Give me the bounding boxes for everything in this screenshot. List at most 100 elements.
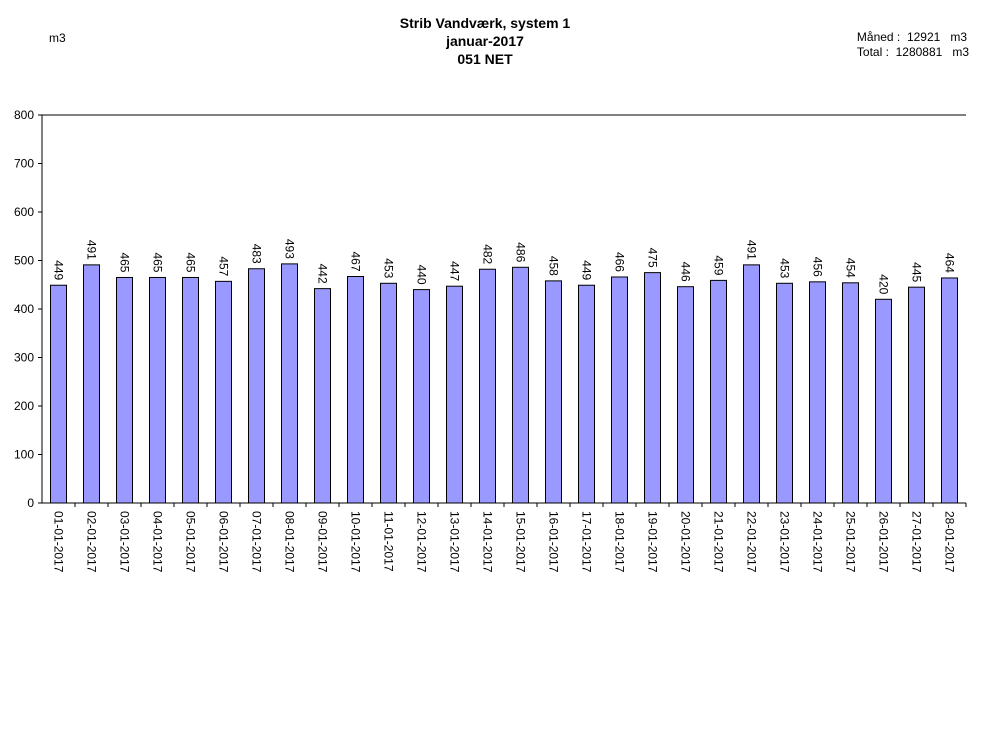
data-label: 457 (217, 256, 231, 276)
data-label: 465 (184, 252, 198, 272)
data-label: 420 (877, 274, 891, 294)
bar (512, 266, 529, 504)
y-axis: 0 100 200 300 400 500 600 700 800 (14, 108, 966, 510)
y-tick-label: 500 (14, 254, 34, 268)
y-tick-label: 0 (27, 496, 34, 510)
data-label: 456 (811, 257, 825, 277)
data-label: 458 (547, 256, 561, 276)
data-label: 449 (52, 260, 66, 280)
bar (281, 263, 298, 504)
x-tick-label: 23-01-2017 (778, 511, 792, 573)
bar (347, 276, 364, 504)
data-label: 464 (943, 253, 957, 273)
x-tick-label: 24-01-2017 (811, 511, 825, 573)
bar (545, 280, 562, 504)
bar (182, 276, 199, 504)
x-tick-label: 17-01-2017 (580, 511, 594, 573)
data-label: 445 (910, 262, 924, 282)
bar (248, 268, 265, 504)
x-tick-label: 04-01-2017 (151, 511, 165, 573)
bar (578, 284, 595, 504)
x-tick-label: 20-01-2017 (679, 511, 693, 573)
x-tick-label: 26-01-2017 (877, 511, 891, 573)
bar (743, 264, 760, 504)
x-tick-label: 15-01-2017 (514, 511, 528, 573)
x-tick-label: 25-01-2017 (844, 511, 858, 573)
data-label: 491 (745, 240, 759, 260)
x-tick-label: 22-01-2017 (745, 511, 759, 573)
data-label: 442 (316, 264, 330, 284)
bar (776, 282, 793, 504)
x-tick-label: 06-01-2017 (217, 511, 231, 573)
grand-total-row: Total : 1280881 m3 (857, 45, 969, 60)
bar (149, 276, 166, 504)
bar (83, 264, 100, 504)
bar (842, 282, 859, 504)
data-label: 453 (778, 258, 792, 278)
data-label: 482 (481, 244, 495, 264)
data-label: 440 (415, 265, 429, 285)
x-tick-label: 08-01-2017 (283, 511, 297, 573)
x-tick-label: 14-01-2017 (481, 511, 495, 573)
y-tick-label: 100 (14, 448, 34, 462)
bar (875, 298, 892, 504)
data-label: 467 (349, 251, 363, 271)
x-tick-label: 10-01-2017 (349, 511, 363, 573)
total-unit: m3 (952, 45, 969, 59)
data-label: 453 (382, 258, 396, 278)
data-label: 447 (448, 261, 462, 281)
month-total-row: Måned : 12921 m3 (857, 30, 969, 45)
y-tick-label: 200 (14, 399, 34, 413)
bar (314, 288, 331, 504)
x-tick-label: 18-01-2017 (613, 511, 627, 573)
bar (215, 280, 232, 504)
data-label: 449 (580, 260, 594, 280)
bar (908, 286, 925, 504)
chart-title: Strib Vandværk, system 1 (399, 15, 571, 31)
y-tick-label: 700 (14, 157, 34, 171)
x-tick-label: 05-01-2017 (184, 511, 198, 573)
data-label: 491 (85, 240, 99, 260)
summary-box: Måned : 12921 m3 Total : 1280881 m3 (857, 30, 969, 60)
chart-subtitle-month: januar-2017 (446, 33, 524, 49)
x-tick-label: 27-01-2017 (910, 511, 924, 573)
x-tick-label: 28-01-2017 (943, 511, 957, 573)
bar (479, 268, 496, 504)
y-tick-label: 800 (14, 108, 34, 122)
y-tick-label: 300 (14, 351, 34, 365)
data-label: 483 (250, 244, 264, 264)
x-tick-label: 19-01-2017 (646, 511, 660, 573)
month-label: Måned : (856, 30, 901, 44)
data-label: 465 (118, 252, 132, 272)
y-tick-label: 400 (14, 302, 34, 316)
x-tick-label: 21-01-2017 (712, 511, 726, 573)
data-label: 466 (613, 252, 627, 272)
bar (116, 276, 133, 504)
bar (710, 279, 727, 504)
bar (611, 276, 628, 504)
x-tick-label: 07-01-2017 (250, 511, 264, 573)
bar (413, 289, 430, 504)
total-label: Total : (856, 45, 889, 59)
bar (446, 285, 463, 504)
x-tick-label: 03-01-2017 (118, 511, 132, 573)
data-label: 454 (844, 258, 858, 278)
data-label: 493 (283, 239, 297, 259)
bar (644, 272, 661, 504)
data-label: 459 (712, 255, 726, 275)
month-unit: m3 (950, 30, 967, 44)
bar (50, 284, 67, 504)
bar (380, 282, 397, 504)
x-tick-label: 01-01-2017 (52, 511, 66, 573)
x-tick-label: 16-01-2017 (547, 511, 561, 573)
x-tick-label: 12-01-2017 (415, 511, 429, 573)
y-axis-unit-label: m3 (49, 31, 66, 45)
bar (677, 286, 694, 504)
bar (809, 281, 826, 504)
data-label: 475 (646, 248, 660, 268)
x-tick-label: 09-01-2017 (316, 511, 330, 573)
data-label: 486 (514, 242, 528, 262)
chart-title-block: Strib Vandværk, system 1 januar-2017 051… (0, 14, 970, 68)
data-label: 465 (151, 252, 165, 272)
